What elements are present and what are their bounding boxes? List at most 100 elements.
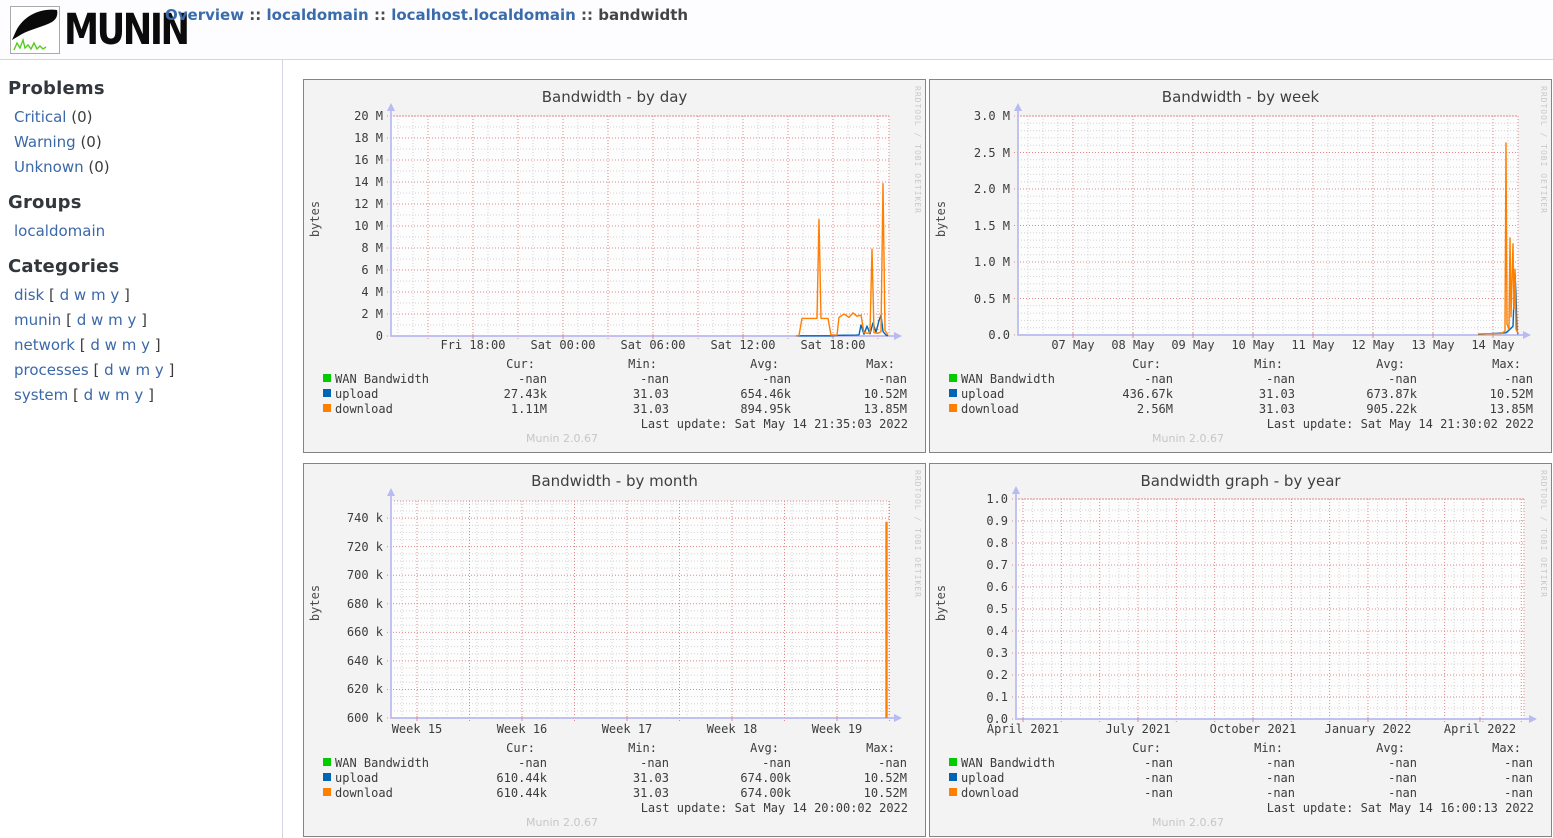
legend-column-header: Cur: xyxy=(1132,741,1161,755)
y-tick-label: 620 k xyxy=(346,682,383,697)
legend-swatch-upload xyxy=(323,389,331,397)
legend-value: 10.52M xyxy=(1489,387,1533,401)
breadcrumb-item[interactable]: localdomain xyxy=(266,6,369,24)
category-link-munin[interactable]: munin xyxy=(14,311,62,329)
breadcrumb-item[interactable]: localhost.localdomain xyxy=(391,6,576,24)
y-tick-label: 3.0 M xyxy=(973,109,1010,123)
legend-value: 13.85M xyxy=(1489,402,1533,416)
graph-bandwidth-by-day[interactable]: Bandwidth - by day bytes RRDTOOL / TOBI … xyxy=(303,79,926,453)
legend-value: -nan xyxy=(1144,771,1173,785)
y-tick-label: 16 M xyxy=(354,153,383,167)
period-link-processes-w[interactable]: w xyxy=(118,361,131,379)
x-tick-label: Sat 18:00 xyxy=(800,338,866,352)
problem-link-warning[interactable]: Warning xyxy=(14,133,76,151)
graph-bandwidth-by-year[interactable]: Bandwidth graph - by year bytes RRDTOOL … xyxy=(929,463,1552,837)
period-link-network-d[interactable]: d xyxy=(90,336,100,354)
period-link-system-w[interactable]: w xyxy=(97,386,111,404)
period-link-system-m[interactable]: m xyxy=(115,386,130,404)
legend-column-header: Avg: xyxy=(750,741,779,755)
y-tick-label: 1.5 M xyxy=(973,218,1010,233)
legend-value: -nan xyxy=(1388,756,1417,770)
period-link-munin-m[interactable]: m xyxy=(108,311,123,329)
legend-value: 610.44k xyxy=(496,786,547,800)
graph-title: Bandwidth graph - by year xyxy=(1140,472,1341,490)
category-link-network[interactable]: network xyxy=(14,336,75,354)
bracket: [ xyxy=(61,311,77,329)
bracket: [ xyxy=(74,336,91,354)
x-tick-label: 09 May xyxy=(1171,338,1215,352)
x-tick-label: July 2021 xyxy=(1105,722,1171,736)
legend-value: -nan xyxy=(762,756,791,770)
x-tick-label: Week 17 xyxy=(601,722,653,736)
legend-value: -nan xyxy=(1144,756,1173,770)
last-update: Last update: Sat May 14 21:35:03 2022 xyxy=(640,417,908,431)
period-link-processes-d[interactable]: d xyxy=(104,361,114,379)
x-tick-label: Week 16 xyxy=(496,722,548,736)
last-update: Last update: Sat May 14 16:00:13 2022 xyxy=(1266,801,1534,815)
y-tick-label: 8 M xyxy=(361,241,383,255)
problem-item: Unknown (0) xyxy=(8,155,282,180)
legend-label: WAN Bandwidth xyxy=(961,372,1055,386)
plot-area xyxy=(1014,103,1531,339)
legend-value: 610.44k xyxy=(496,771,547,785)
legend-value: 27.43k xyxy=(503,387,547,401)
y-tick-label: 680 k xyxy=(346,596,383,611)
period-link-disk-y[interactable]: y xyxy=(110,286,120,304)
breadcrumb-item[interactable]: Overview xyxy=(165,6,245,24)
period-link-system-y[interactable]: y xyxy=(134,386,144,404)
y-tick-label: 0 xyxy=(375,329,383,343)
legend-value: 31.03 xyxy=(632,387,669,401)
group-link-localdomain[interactable]: localdomain xyxy=(14,222,106,240)
legend-value: -nan xyxy=(762,372,791,386)
legend-value: -nan xyxy=(1388,786,1417,800)
logo-text: MUNIN xyxy=(64,4,190,55)
period-link-disk-d[interactable]: d xyxy=(59,286,70,304)
munin-logo[interactable]: MUNIN xyxy=(10,4,215,55)
y-tick-label: 6 M xyxy=(361,263,383,277)
legend-value: 1.11M xyxy=(510,402,547,416)
period-link-processes-y[interactable]: y xyxy=(154,361,164,379)
problem-link-critical[interactable]: Critical xyxy=(14,108,67,126)
period-link-munin-d[interactable]: d xyxy=(76,311,87,329)
legend-value: 31.03 xyxy=(632,402,669,416)
problems-heading: Problems xyxy=(8,78,105,99)
period-link-disk-w[interactable]: w xyxy=(73,286,87,304)
problem-count: (0) xyxy=(83,158,110,176)
category-link-system[interactable]: system xyxy=(14,386,69,404)
legend-value: -nan xyxy=(1504,786,1533,800)
legend-column-header: Cur: xyxy=(1132,357,1161,371)
graph-title: Bandwidth - by week xyxy=(1161,88,1320,106)
problem-link-unknown[interactable]: Unknown xyxy=(14,158,84,176)
legend-value: -nan xyxy=(518,756,547,770)
graph-bandwidth-by-week[interactable]: Bandwidth - by week bytes RRDTOOL / TOBI… xyxy=(929,79,1552,453)
groups-heading: Groups xyxy=(8,192,82,213)
legend-swatch-upload xyxy=(949,389,957,397)
period-link-network-w[interactable]: w xyxy=(104,336,117,354)
x-tick-label: Fri 18:00 xyxy=(440,338,506,352)
sidebar: Problems Critical (0) Warning (0) Unknown … xyxy=(0,60,283,838)
legend-swatch-wan-bandwidth xyxy=(949,374,957,382)
legend-value: -nan xyxy=(1266,786,1295,800)
bracket: [ xyxy=(68,386,84,404)
legend-label: upload xyxy=(335,387,379,401)
period-link-network-y[interactable]: y xyxy=(141,336,150,354)
x-tick-label: April 2022 xyxy=(1443,722,1517,736)
graph-bandwidth-by-month[interactable]: Bandwidth - by month bytes RRDTOOL / TOB… xyxy=(303,463,926,837)
period-link-munin-w[interactable]: w xyxy=(91,311,104,329)
period-link-munin-y[interactable]: y xyxy=(127,311,137,329)
y-tick-label: 0.0 xyxy=(986,712,1008,726)
period-link-network-m[interactable]: m xyxy=(121,336,137,354)
munin-version: Munin 2.0.67 xyxy=(526,816,598,829)
category-link-processes[interactable]: processes xyxy=(14,361,89,379)
legend-value: -nan xyxy=(1266,372,1295,386)
period-link-disk-m[interactable]: m xyxy=(90,286,106,304)
legend-swatch-upload xyxy=(323,773,331,781)
y-tick-label: 0.0 xyxy=(988,328,1010,342)
bracket: ] xyxy=(149,336,161,354)
y-tick-label: 0.6 xyxy=(986,580,1008,594)
y-tick-label: 0.1 xyxy=(986,690,1008,704)
category-link-disk[interactable]: disk xyxy=(14,286,45,304)
legend-column-header: Cur: xyxy=(506,357,535,371)
period-link-processes-m[interactable]: m xyxy=(135,361,151,379)
period-link-system-d[interactable]: d xyxy=(83,386,94,404)
